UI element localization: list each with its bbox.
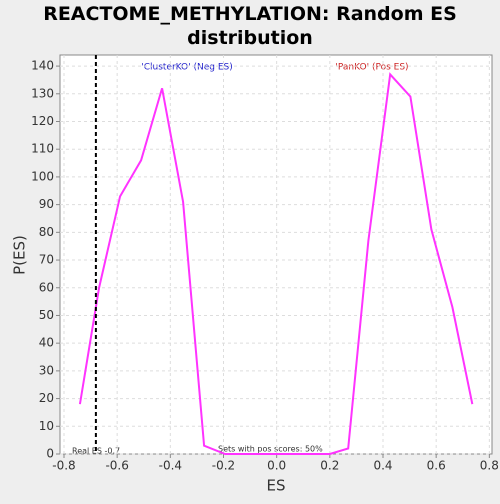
y-tick-label: 80 — [39, 225, 54, 239]
y-tick-label: 0 — [46, 447, 54, 461]
y-tick-label: 10 — [39, 419, 54, 433]
y-tick-label: 50 — [39, 308, 54, 322]
plot-area — [59, 54, 493, 455]
x-axis-label: ES — [267, 477, 286, 495]
x-tick-label: 0.6 — [427, 459, 446, 473]
y-tick-label: 40 — [39, 336, 54, 350]
y-tick-label: 100 — [31, 169, 54, 183]
y-tick-label: 20 — [39, 391, 54, 405]
y-tick-label: 60 — [39, 280, 54, 294]
pos-label: 'PanKO' (Pos ES) — [335, 63, 408, 73]
x-tick-label: 0.0 — [267, 459, 286, 473]
pos-score-label: Sets with pos scores: 50% — [218, 445, 323, 454]
y-axis-label: P(ES) — [11, 235, 29, 275]
line — [78, 72, 474, 455]
x-tick-label: -0.2 — [212, 459, 235, 473]
chart-title: REACTOME_METHYLATION: Random ES distribu… — [43, 3, 457, 49]
x-tick-label: 0.2 — [320, 459, 339, 473]
x-tick-label: 0.4 — [373, 459, 392, 473]
y-tick-label: 70 — [39, 253, 54, 267]
y-tick-label: 110 — [31, 142, 54, 156]
y-tick-label: 130 — [31, 86, 54, 100]
y-tick-label: 30 — [39, 363, 54, 377]
x-tick-label: -0.4 — [159, 459, 182, 473]
y-tick-label: 90 — [39, 197, 54, 211]
x-tick-label: 0.8 — [480, 459, 499, 473]
y-tick-label: 140 — [31, 59, 54, 73]
neg-label: 'ClusterKO' (Neg ES) — [141, 63, 233, 73]
x-tick-label: -0.6 — [105, 459, 128, 473]
y-tick-label: 120 — [31, 114, 54, 128]
x-tick-label: -0.8 — [52, 459, 75, 473]
